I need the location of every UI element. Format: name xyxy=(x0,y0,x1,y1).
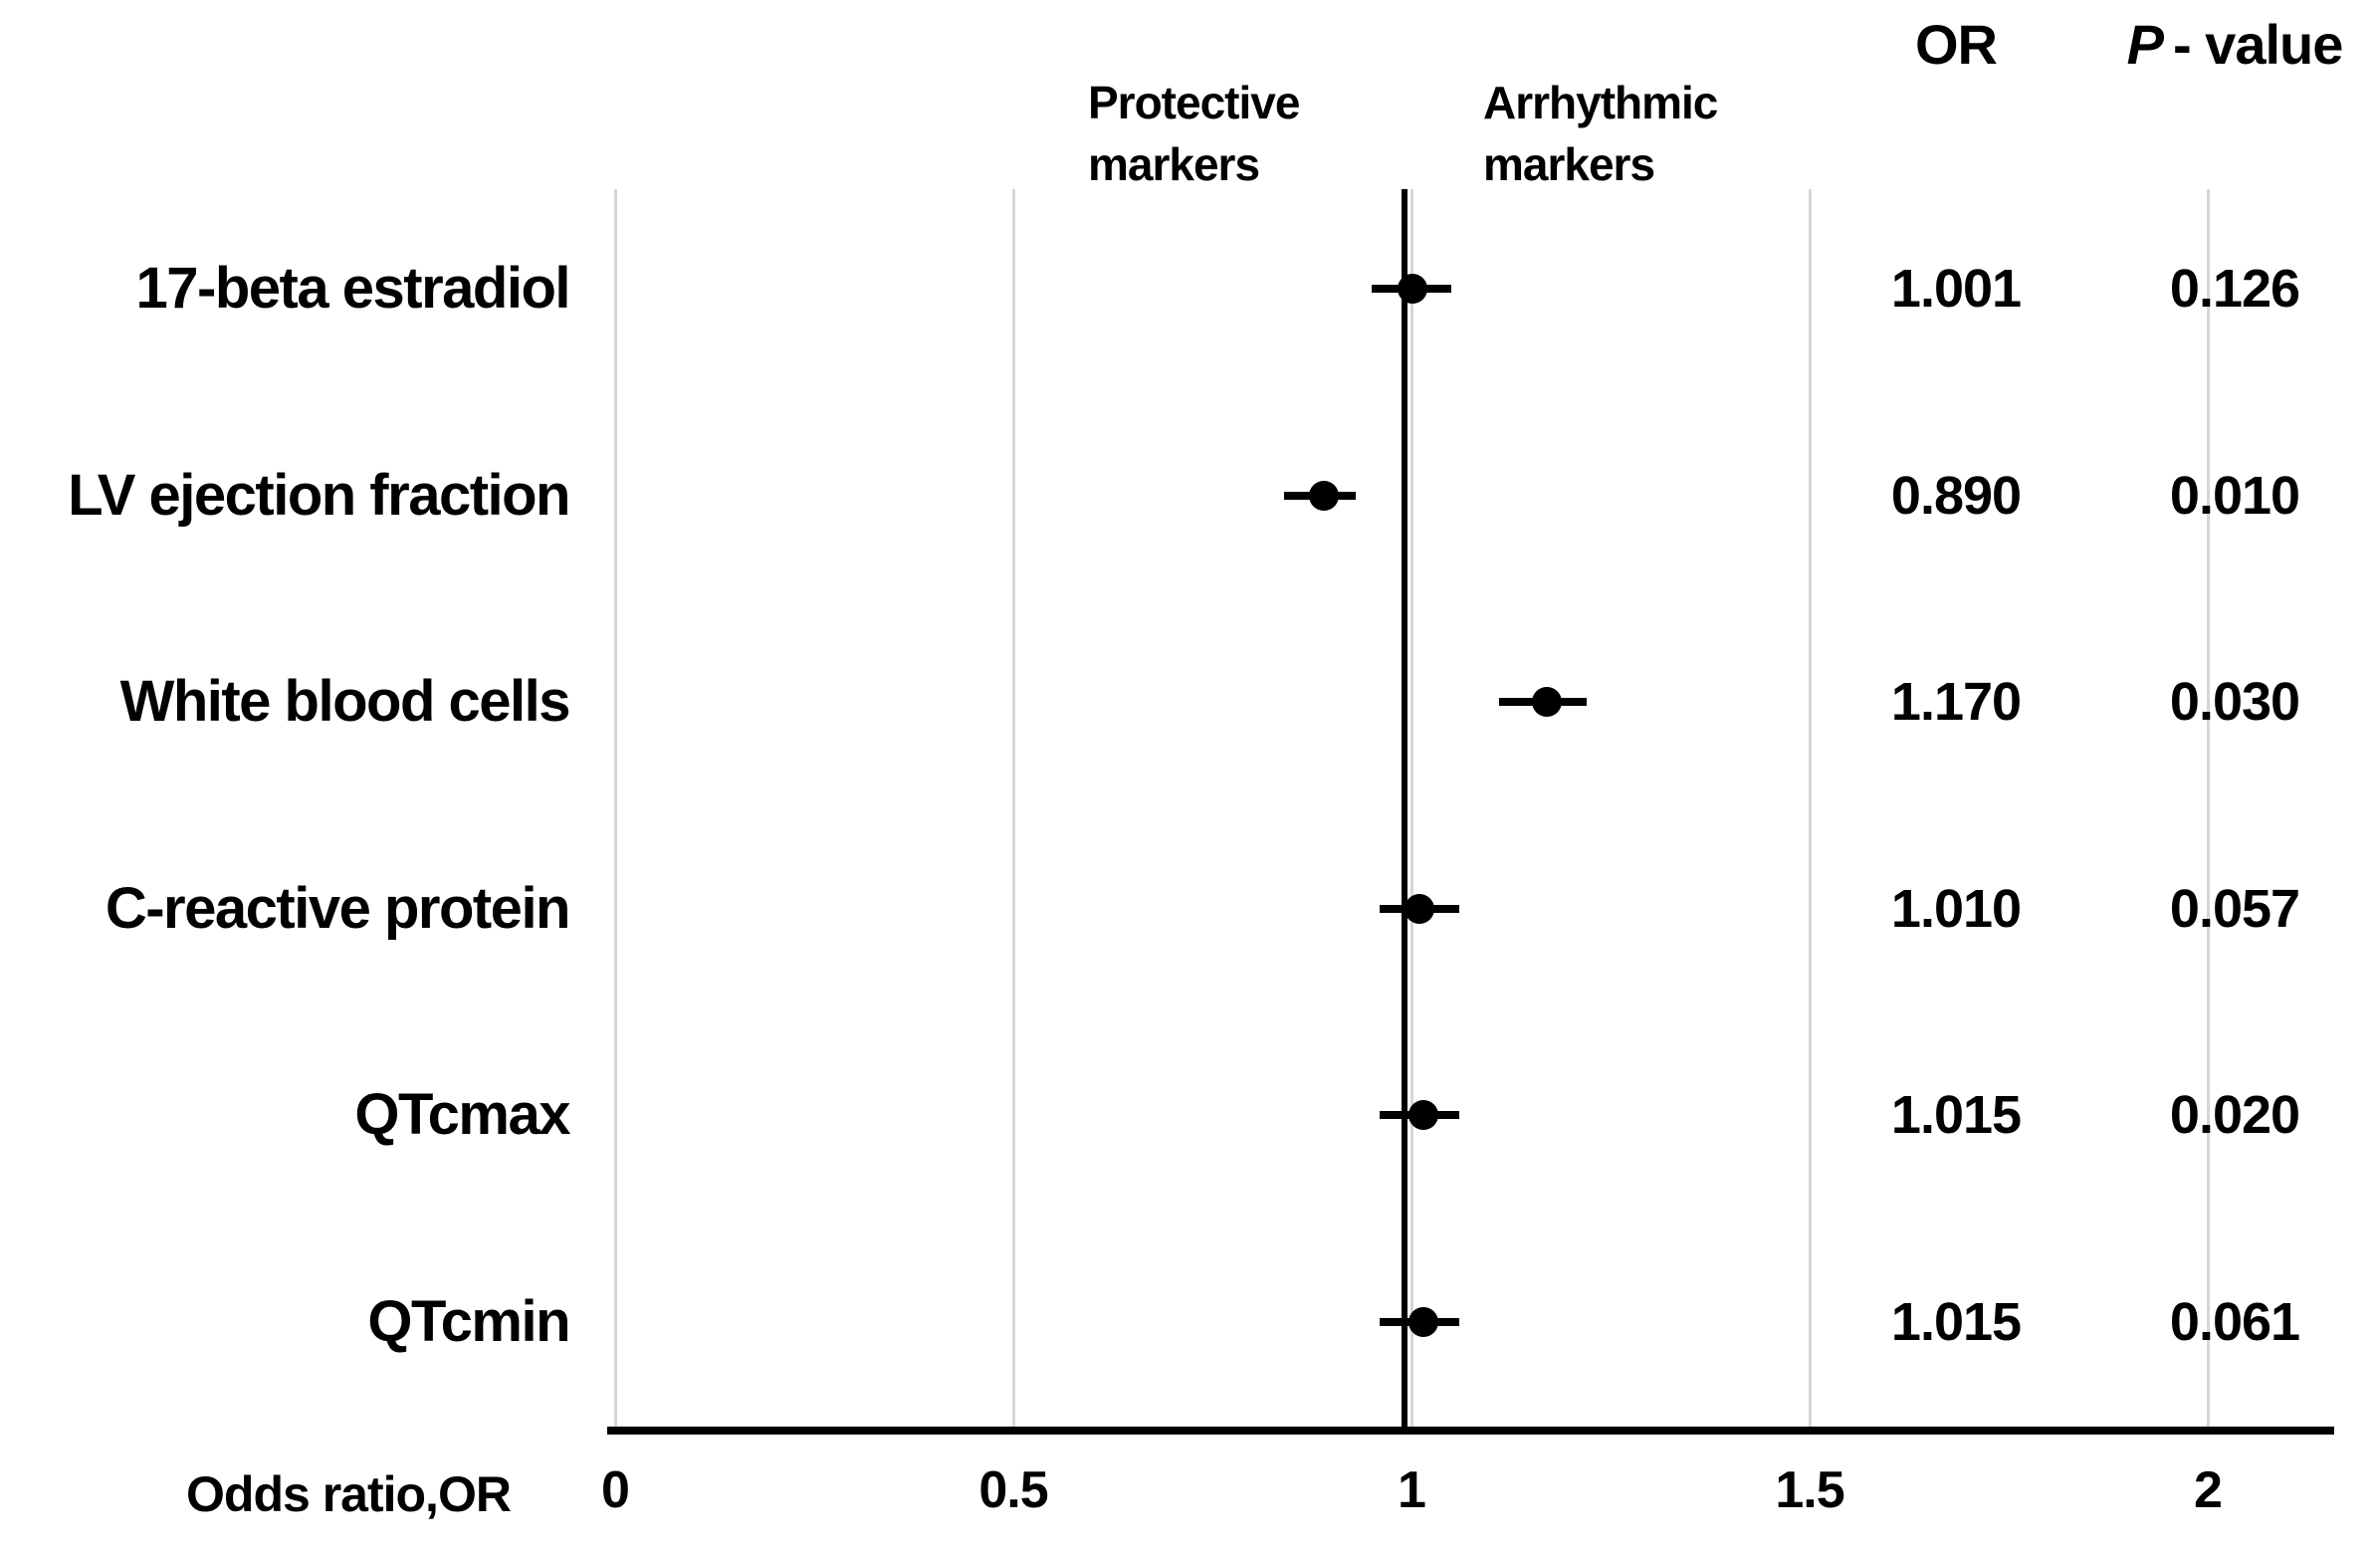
row-label: LV ejection fraction xyxy=(68,462,570,528)
point-estimate xyxy=(1405,893,1434,924)
protective-markers-line1: Protective xyxy=(1088,77,1300,128)
x-axis xyxy=(607,1427,2334,1435)
row-label: 17-beta estradiol xyxy=(135,256,571,321)
p-value: 0.020 xyxy=(2169,1085,2300,1146)
or-value: 1.015 xyxy=(1890,1085,2022,1146)
p-value: 0.030 xyxy=(2169,672,2300,733)
or-value: 1.010 xyxy=(1890,878,2022,939)
gridline-x-1 xyxy=(1409,189,1413,1435)
x-tick-label-0.5: 0.5 xyxy=(978,1461,1048,1519)
x-tick-label-1.5: 1.5 xyxy=(1775,1461,1844,1519)
p-value-header-rest: - value xyxy=(2172,13,2343,76)
point-estimate xyxy=(1309,480,1339,511)
row-label: White blood cells xyxy=(119,669,571,735)
reference-line-or-1 xyxy=(1402,189,1407,1435)
arrhythmic-markers-annotation: Arrhythmic markers xyxy=(1483,72,1718,195)
x-tick-label-0: 0 xyxy=(601,1461,630,1519)
p-value: 0.057 xyxy=(2169,878,2300,939)
or-value: 1.001 xyxy=(1890,259,2022,319)
p-value: 0.061 xyxy=(2169,1292,2300,1352)
x-tick-label-2: 2 xyxy=(2194,1461,2223,1519)
protective-markers-annotation: Protective markers xyxy=(1088,72,1300,195)
p-value: 0.126 xyxy=(2169,259,2300,319)
row-label: C-reactive protein xyxy=(105,875,571,941)
row-label: QTcmin xyxy=(367,1289,570,1354)
arrhythmic-markers-line1: Arrhythmic xyxy=(1483,77,1718,128)
row-label: QTcmax xyxy=(354,1082,570,1148)
arrhythmic-markers-line2: markers xyxy=(1483,138,1655,190)
x-tick-label-1: 1 xyxy=(1398,1461,1426,1519)
protective-markers-line2: markers xyxy=(1088,138,1260,190)
gridline-x-0 xyxy=(613,189,617,1435)
p-value-header-italic-p: P xyxy=(2126,13,2164,76)
point-estimate xyxy=(1397,274,1427,304)
p-value-column-header: P- value xyxy=(2075,10,2380,80)
gridline-x-2 xyxy=(2206,189,2210,1435)
or-column-header: OR xyxy=(1915,13,1998,76)
gridline-x-1.5 xyxy=(1808,189,1812,1435)
or-value: 0.890 xyxy=(1890,465,2022,526)
x-axis-caption: Odds ratio,OR xyxy=(186,1466,512,1522)
or-value: 1.170 xyxy=(1890,672,2022,733)
point-estimate xyxy=(1532,687,1562,718)
gridline-x-0.5 xyxy=(1011,189,1015,1435)
point-estimate xyxy=(1408,1100,1438,1131)
p-value: 0.010 xyxy=(2169,465,2300,526)
or-value: 1.015 xyxy=(1890,1292,2022,1352)
point-estimate xyxy=(1408,1307,1438,1337)
